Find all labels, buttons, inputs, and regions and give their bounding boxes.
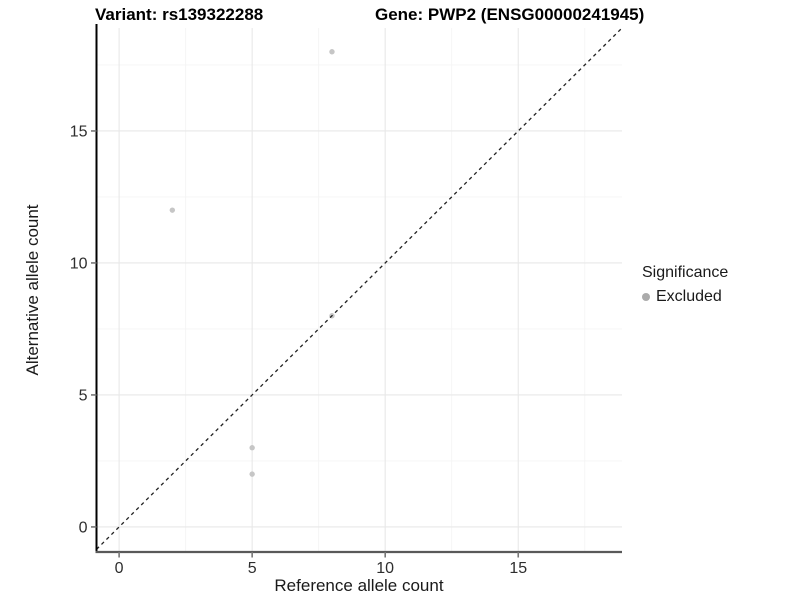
x-tick-label: 15: [509, 560, 527, 577]
data-point: [249, 445, 255, 451]
y-tick-label: 5: [79, 387, 88, 404]
x-tick-label: 10: [376, 560, 394, 577]
y-tick-label: 10: [70, 255, 88, 272]
x-axis-title: Reference allele count: [274, 576, 443, 595]
chart-layers: 0 5 10 15 0 5 10 15: [70, 24, 623, 577]
x-tick-label: 5: [248, 560, 257, 577]
title-gene: Gene: PWP2 (ENSG00000241945): [375, 5, 645, 24]
legend-title: Significance: [642, 264, 729, 281]
legend-point-icon: [642, 293, 650, 301]
data-point: [329, 49, 335, 55]
y-tick-label: 15: [70, 123, 88, 140]
y-axis-title: Alternative allele count: [23, 204, 42, 375]
title-variant: Variant: rs139322288: [95, 5, 264, 24]
identity-line: [96, 27, 623, 550]
data-point: [169, 207, 176, 213]
y-tick-label: 0: [79, 519, 88, 536]
legend-item: Excluded: [642, 288, 728, 306]
data-point: [249, 471, 255, 477]
legend: Significance Excluded: [642, 264, 728, 306]
legend-item-label: Excluded: [656, 288, 722, 305]
x-tick-label: 0: [115, 560, 124, 577]
